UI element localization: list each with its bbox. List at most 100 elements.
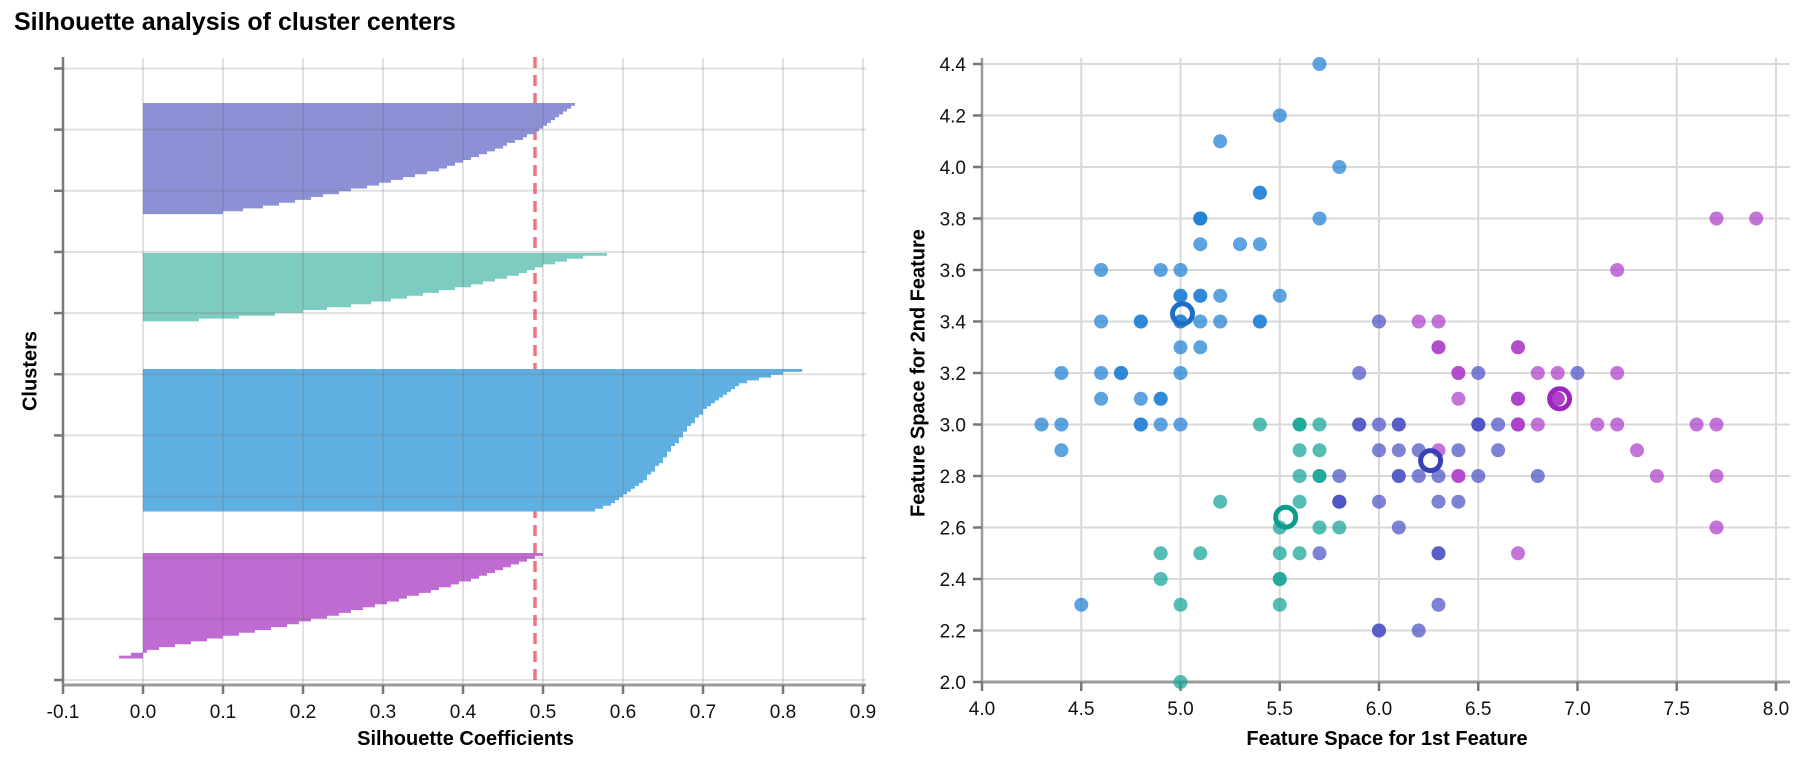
scatter-point-cluster-blue xyxy=(1114,366,1128,380)
scatter-point-cluster-teal xyxy=(1292,546,1307,561)
scatter-point-cluster-blue xyxy=(1133,391,1148,406)
scatter-point-cluster-blue xyxy=(1173,263,1188,277)
scatter-point-cluster-blue xyxy=(1094,391,1109,406)
silhouette-band-cluster-magenta xyxy=(119,553,543,659)
scatter-point-cluster-magenta xyxy=(1530,366,1545,380)
scatter-point-cluster-blue xyxy=(1133,314,1148,329)
scatter-grid xyxy=(981,58,1790,683)
scatter-point-cluster-magenta xyxy=(1749,211,1764,226)
scatter-point-cluster-magenta xyxy=(1610,366,1625,380)
scatter-point-cluster-purple xyxy=(1411,469,1426,483)
scatter-point-cluster-blue xyxy=(1252,314,1267,329)
scatter-point-cluster-teal xyxy=(1292,417,1307,432)
scatter-point-cluster-purple xyxy=(1372,417,1386,432)
scatter-point-cluster-purple xyxy=(1431,597,1446,612)
y-tick-label: 3.8 xyxy=(940,210,966,231)
scatter-point-cluster-purple xyxy=(1312,546,1327,561)
scatter-point-cluster-teal xyxy=(1213,494,1228,509)
scatter-point-cluster-teal xyxy=(1252,417,1267,432)
scatter-point-cluster-blue xyxy=(1312,57,1327,71)
page-title: Silhouette analysis of cluster centers xyxy=(14,8,456,36)
y-tick-label: 2.0 xyxy=(940,673,966,694)
x-tick-label: 0.8 xyxy=(770,702,796,723)
scatter-point-cluster-blue xyxy=(1252,237,1267,252)
x-tick-label: 5.0 xyxy=(1167,699,1193,720)
scatter-point-cluster-purple xyxy=(1372,443,1386,458)
scatter-point-cluster-blue xyxy=(1173,366,1188,380)
scatter-point-cluster-purple xyxy=(1471,469,1486,483)
scatter-point-cluster-blue xyxy=(1034,417,1049,432)
x-tick-label: 0.6 xyxy=(610,702,636,723)
scatter-point-cluster-blue xyxy=(1272,288,1287,303)
silhouette-axes: -0.1 0.0 0.1 0.2 0.3 0.4 0.5 0.6 0.7 0.8 0.9 xyxy=(47,57,876,723)
scatter-point-cluster-blue xyxy=(1332,160,1347,174)
scatter-point-cluster-teal xyxy=(1153,572,1168,586)
y-tick-label: 2.4 xyxy=(940,570,967,591)
x-tick-label: -0.1 xyxy=(47,702,80,723)
cluster-center-marker-cluster-teal xyxy=(1273,504,1299,530)
scatter-point-cluster-magenta xyxy=(1530,417,1545,432)
cluster-center-marker-cluster-magenta xyxy=(1547,386,1573,412)
x-tick-label: 5.5 xyxy=(1267,699,1293,720)
scatter-point-cluster-blue xyxy=(1133,417,1148,432)
scatter-point-cluster-magenta xyxy=(1511,546,1525,561)
scatter-point-cluster-blue xyxy=(1233,237,1247,252)
scatter-point-cluster-blue xyxy=(1153,263,1168,277)
scatter-point-cluster-blue xyxy=(1094,366,1109,380)
scatter-point-cluster-blue xyxy=(1193,288,1208,303)
scatter-point-cluster-magenta xyxy=(1411,314,1426,329)
scatter-point-cluster-magenta xyxy=(1451,366,1466,380)
scatter-xaxis-title: Feature Space for 1st Feature xyxy=(1246,728,1528,750)
scatter-point-cluster-magenta xyxy=(1709,417,1724,432)
scatter-point-cluster-magenta xyxy=(1511,340,1525,355)
x-tick-label: 0.4 xyxy=(450,702,477,723)
scatter-point-cluster-purple xyxy=(1431,546,1446,561)
x-tick-label: 4.0 xyxy=(969,699,995,720)
scatter-point-cluster-blue xyxy=(1213,288,1228,303)
scatter-point-cluster-blue xyxy=(1312,211,1327,226)
scatter-point-cluster-magenta xyxy=(1451,391,1466,406)
scatter-point-cluster-teal xyxy=(1292,469,1307,483)
scatter-point-cluster-magenta xyxy=(1709,520,1724,535)
scatter-point-cluster-blue xyxy=(1213,134,1228,149)
scatter-point-cluster-purple xyxy=(1372,314,1386,329)
silhouette-bands xyxy=(119,103,803,659)
scatter-point-cluster-magenta xyxy=(1610,263,1625,277)
scatter-point-cluster-blue xyxy=(1213,314,1228,329)
scatter-point-cluster-teal xyxy=(1272,572,1287,586)
scatter-point-cluster-purple xyxy=(1372,623,1386,638)
scatter-point-cluster-teal xyxy=(1312,520,1327,535)
scatter-point-cluster-teal xyxy=(1292,494,1307,509)
scatter-point-cluster-magenta xyxy=(1649,469,1664,483)
scatter-point-cluster-blue xyxy=(1094,263,1109,277)
scatter-point-cluster-teal xyxy=(1312,469,1327,483)
scatter-point-cluster-purple xyxy=(1352,366,1367,380)
y-tick-label: 3.6 xyxy=(940,261,966,282)
scatter-point-cluster-teal xyxy=(1153,546,1168,561)
silhouette-band-cluster-blue xyxy=(143,369,803,512)
cluster-center-marker-cluster-blue xyxy=(1170,301,1195,327)
scatter-point-cluster-teal xyxy=(1312,417,1327,432)
scatter-point-cluster-purple xyxy=(1391,443,1406,458)
scatter-point-cluster-blue xyxy=(1153,391,1168,406)
scatter-point-cluster-purple xyxy=(1471,417,1486,432)
silhouette-band-cluster-purple xyxy=(143,103,575,215)
scatter-point-cluster-magenta xyxy=(1689,417,1704,432)
scatter-point-cluster-blue xyxy=(1272,108,1287,123)
scatter-point-cluster-purple xyxy=(1332,469,1347,483)
scatter-point-cluster-magenta xyxy=(1431,340,1446,355)
cluster-centers xyxy=(1170,301,1573,530)
scatter-point-cluster-magenta xyxy=(1709,469,1724,483)
silhouette-grid xyxy=(62,58,866,685)
scatter-point-cluster-purple xyxy=(1391,469,1406,483)
scatter-point-cluster-magenta xyxy=(1511,391,1525,406)
scatter-point-cluster-purple xyxy=(1451,443,1466,458)
x-tick-label: 6.0 xyxy=(1366,699,1392,720)
scatter-point-cluster-purple xyxy=(1431,469,1446,483)
scatter-point-cluster-purple xyxy=(1431,494,1446,509)
scatter-yaxis-title: Feature Space for 2nd Feature xyxy=(907,229,930,517)
scatter-point-cluster-blue xyxy=(1252,185,1267,200)
x-tick-label: 0.3 xyxy=(370,702,396,723)
scatter-point-cluster-purple xyxy=(1352,417,1367,432)
